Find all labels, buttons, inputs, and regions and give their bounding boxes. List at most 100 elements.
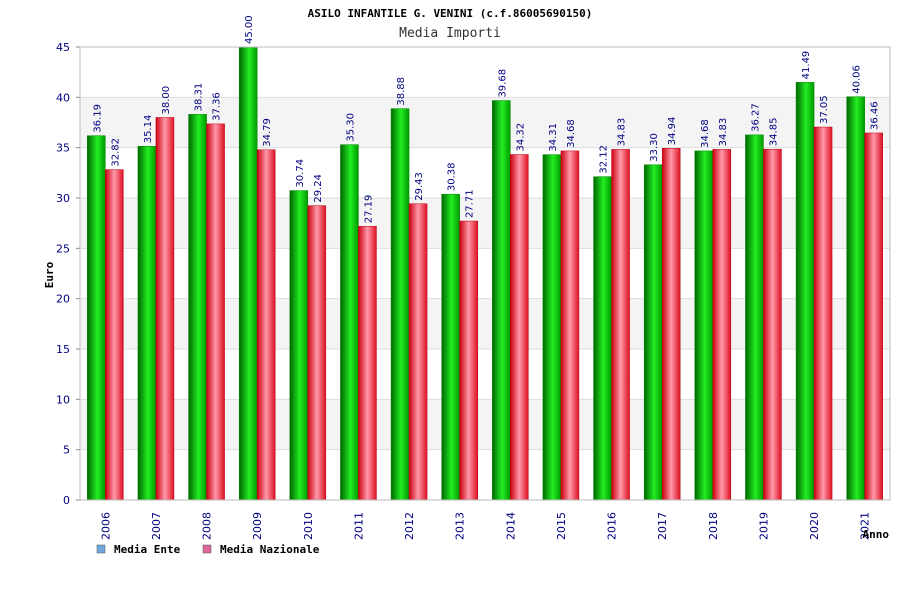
- bar-media-ente-2009: [238, 46, 258, 501]
- x-tick-label-2021: 2021: [859, 512, 872, 540]
- bar-media-ente-2020: [795, 82, 815, 501]
- x-tick-label-2016: 2016: [606, 512, 619, 540]
- x-axis-ticks: 2006 2007 2008 2009 2010 2011 2012 2013 2014 2015…: [99, 512, 871, 540]
- bar-media-ente-2021: [846, 96, 865, 501]
- y-tick-label: 0: [63, 494, 70, 507]
- y-tick-label: 5: [63, 444, 70, 457]
- bar-media-ente-2008: [188, 114, 207, 501]
- data-label-media-nazionale-2015: 34.68: [566, 119, 577, 148]
- x-tick-label-2020: 2020: [808, 512, 821, 540]
- legend-swatch-media-nazionale: [202, 544, 212, 554]
- y-tick-label: 45: [56, 41, 70, 54]
- bar-media-ente-2016: [593, 176, 612, 501]
- bar-media-ente-2017: [643, 164, 663, 501]
- data-labels: 36.19 32.82 35.14 38.00 38.31 37.36 45.00 34.79…: [92, 15, 880, 223]
- data-label-media-ente-2019: 36.27: [750, 103, 761, 132]
- chart-subtitle: Media Importi: [399, 26, 501, 41]
- x-tick-label-2010: 2010: [302, 512, 315, 540]
- data-label-media-ente-2006: 36.19: [92, 104, 103, 133]
- bar-media-nazionale-2012: [408, 203, 428, 501]
- data-label-media-ente-2021: 40.06: [852, 65, 863, 94]
- data-label-media-nazionale-2011: 27.19: [363, 195, 374, 224]
- bar-media-nazionale-2006: [105, 169, 124, 501]
- legend-label-media-nazionale: Media Nazionale: [220, 543, 320, 556]
- data-label-media-nazionale-2006: 32.82: [110, 138, 121, 167]
- x-tick-label-2018: 2018: [707, 512, 720, 540]
- bar-media-nazionale-2007: [155, 117, 175, 501]
- data-label-media-ente-2020: 41.49: [801, 51, 812, 80]
- bar-media-ente-2015: [542, 154, 562, 501]
- x-tick-label-2015: 2015: [555, 512, 568, 540]
- data-label-media-nazionale-2021: 36.46: [870, 101, 881, 130]
- y-tick-label: 25: [56, 242, 70, 255]
- data-label-media-ente-2008: 38.31: [194, 83, 205, 112]
- legend-label-media-ente: Media Ente: [114, 543, 181, 556]
- x-tick-label-2006: 2006: [99, 512, 112, 540]
- x-tick-label-2019: 2019: [757, 512, 770, 540]
- bar-media-ente-2014: [492, 100, 511, 501]
- data-label-media-ente-2010: 30.74: [295, 159, 306, 188]
- plot-frame: [79, 46, 891, 501]
- bar-media-nazionale-2013: [459, 220, 478, 501]
- data-label-media-nazionale-2009: 34.79: [262, 118, 273, 147]
- y-tick-label: 10: [56, 393, 70, 406]
- data-label-media-nazionale-2016: 34.83: [617, 118, 628, 147]
- data-label-media-ente-2016: 32.12: [599, 145, 610, 174]
- bar-media-nazionale-2014: [510, 154, 529, 501]
- legend-swatch-media-ente: [96, 544, 106, 554]
- y-tick-label: 15: [56, 343, 70, 356]
- x-tick-label-2013: 2013: [454, 512, 467, 540]
- bar-media-nazionale-2019: [763, 148, 782, 501]
- data-label-media-ente-2014: 39.68: [497, 69, 508, 98]
- bar-media-nazionale-2017: [661, 148, 681, 501]
- data-label-media-nazionale-2018: 34.83: [718, 118, 729, 147]
- bar-media-ente-2013: [441, 193, 460, 501]
- data-label-media-nazionale-2019: 34.85: [768, 118, 779, 147]
- chart-title: ASILO INFANTILE G. VENINI (c.f.860056901…: [308, 7, 593, 20]
- y-axis-ticks: 0 5 10 15 20 25 30 35 40 45: [56, 41, 80, 507]
- bar-media-nazionale-2011: [358, 226, 377, 501]
- data-label-media-ente-2015: 34.31: [548, 123, 559, 152]
- bar-media-nazionale-2009: [256, 149, 276, 501]
- bar-media-nazionale-2010: [307, 205, 327, 501]
- x-tick-label-2009: 2009: [251, 512, 264, 540]
- data-label-media-ente-2011: 35.30: [345, 113, 356, 142]
- bar-media-ente-2019: [745, 134, 764, 501]
- x-axis-label: Anno: [863, 528, 890, 541]
- data-label-media-nazionale-2013: 27.71: [465, 189, 476, 218]
- data-label-media-ente-2017: 33.30: [649, 133, 660, 162]
- legend-item-media-nazionale: Media Nazionale: [202, 543, 320, 556]
- bars: [87, 46, 883, 501]
- bar-media-nazionale-2020: [813, 126, 833, 501]
- x-tick-label-2012: 2012: [403, 512, 416, 540]
- data-label-media-nazionale-2017: 34.94: [667, 117, 678, 146]
- x-tick-label-2007: 2007: [150, 512, 163, 540]
- data-label-media-ente-2007: 35.14: [143, 115, 154, 144]
- legend-item-media-ente: Media Ente: [96, 543, 181, 556]
- x-tick-label-2008: 2008: [201, 512, 214, 540]
- data-label-media-nazionale-2008: 37.36: [212, 92, 223, 121]
- data-label-media-nazionale-2012: 29.43: [414, 172, 425, 201]
- bar-media-nazionale-2015: [560, 150, 580, 501]
- bar-media-nazionale-2008: [206, 123, 225, 501]
- x-tick-label-2017: 2017: [656, 512, 669, 540]
- data-label-media-ente-2009: 45.00: [244, 15, 255, 44]
- y-axis-label: Euro: [43, 261, 56, 288]
- data-label-media-nazionale-2020: 37.05: [819, 95, 830, 124]
- bar-media-ente-2012: [390, 108, 410, 501]
- x-tick-label-2014: 2014: [504, 512, 517, 540]
- y-tick-label: 20: [56, 293, 70, 306]
- bar-media-nazionale-2018: [712, 149, 732, 501]
- bar-media-ente-2011: [340, 144, 359, 501]
- data-label-media-ente-2012: 38.88: [396, 77, 407, 106]
- bar-media-ente-2006: [87, 135, 106, 501]
- data-label-media-nazionale-2014: 34.32: [515, 123, 526, 152]
- y-tick-label: 30: [56, 192, 70, 205]
- data-label-media-nazionale-2010: 29.24: [313, 174, 324, 203]
- bar-media-ente-2007: [137, 146, 157, 501]
- legend: Media Ente Media Nazionale: [96, 543, 320, 556]
- data-label-media-ente-2013: 30.38: [447, 163, 458, 192]
- y-tick-label: 40: [56, 91, 70, 104]
